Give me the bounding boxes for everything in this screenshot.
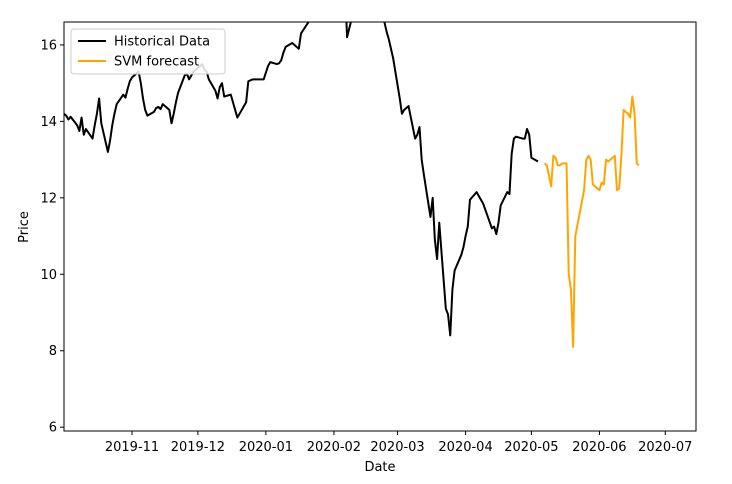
y-tick-label: 10 <box>40 268 57 283</box>
x-tick-label: 2020-04 <box>438 440 492 455</box>
x-tick-label: 2020-07 <box>638 440 692 455</box>
y-tick-label: 8 <box>49 344 57 359</box>
legend-label-svm: SVM forecast <box>114 55 199 70</box>
x-tick-label: 2020-06 <box>572 440 626 455</box>
y-tick-label: 12 <box>40 191 57 206</box>
y-tick-label: 6 <box>49 421 57 436</box>
y-axis-label: Price <box>17 211 32 243</box>
x-axis-ticks: 2019-11 2019-12 2020-01 2020-02 2020-03 2020-… <box>105 431 692 455</box>
legend-label-historical: Historical Data <box>114 35 210 50</box>
series-layer <box>64 22 640 348</box>
legend-box <box>70 28 226 75</box>
y-tick-label: 14 <box>40 115 57 130</box>
x-axis-label: Date <box>364 460 395 475</box>
y-tick-label: 16 <box>40 38 57 53</box>
x-tick-label: 2020-01 <box>239 440 293 455</box>
legend: Historical Data SVM forecast <box>70 28 226 75</box>
series-line-svm-forecast <box>543 95 640 348</box>
x-tick-label: 2019-11 <box>105 440 159 455</box>
plot-background <box>64 22 696 431</box>
x-tick-label: 2020-03 <box>370 440 424 455</box>
x-tick-label: 2019-12 <box>171 440 225 455</box>
x-tick-label: 2020-02 <box>307 440 361 455</box>
plot-frame <box>63 21 697 432</box>
y-axis-ticks: 6 8 10 12 14 16 <box>40 38 64 436</box>
x-tick-label: 2020-05 <box>504 440 558 455</box>
series-line-historical <box>64 22 539 337</box>
